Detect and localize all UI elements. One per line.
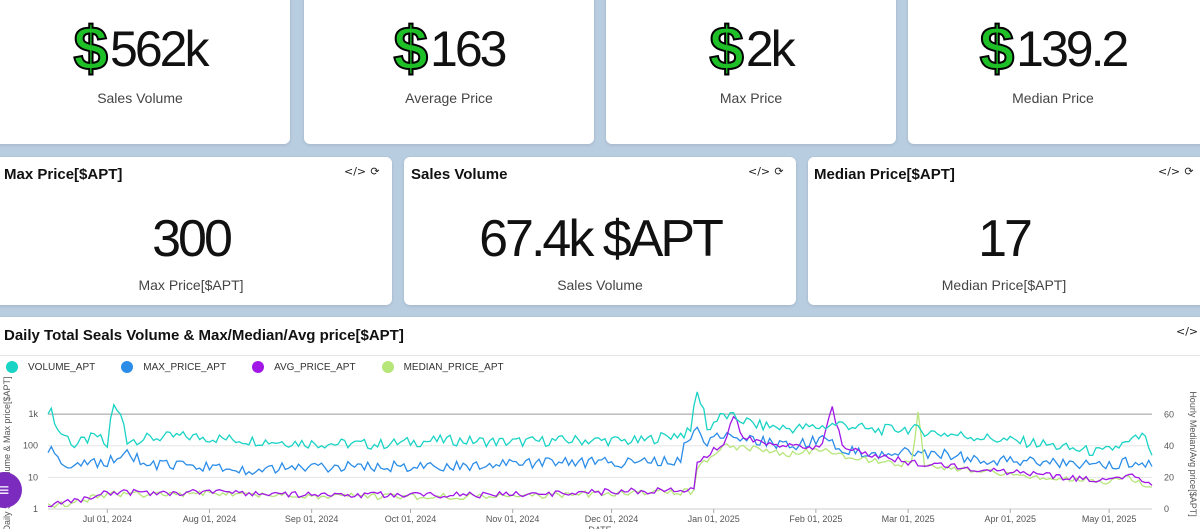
card-title: Max Price[$APT]: [4, 166, 123, 183]
legend-label: VOLUME_APT: [28, 361, 96, 373]
dollar-icon: $: [979, 14, 1016, 85]
code-icon[interactable]: </>: [748, 165, 771, 178]
kpi-number: 139.2: [1016, 21, 1129, 77]
kpi-label: Sales Volume: [97, 90, 183, 106]
y-right-axis-label: Hourly Median/Avg price[$APT]: [1188, 391, 1198, 516]
logo-icon: ≡: [0, 480, 10, 500]
kpi-number: 562k: [110, 21, 209, 77]
legend-item-median-price[interactable]: MEDIAN_PRICE_APT: [381, 361, 504, 373]
x-tick-label: Mar 01, 2025: [882, 514, 935, 524]
code-icon[interactable]: </>: [344, 165, 367, 178]
legend-dot: [121, 361, 134, 373]
kpi-card-max-price: $2k Max Price: [606, 0, 896, 144]
card-title: Median Price[$APT]: [814, 166, 955, 183]
kpi-label: Average Price: [405, 90, 493, 106]
legend-label: AVG_PRICE_APT: [274, 361, 356, 373]
card-label: Sales Volume: [557, 277, 643, 293]
card-label: Median Price[$APT]: [941, 277, 1067, 293]
kpi-card-average-price: $163 Average Price: [304, 0, 594, 144]
card-max-price-apt: Max Price[$APT] </> ⟳ 300 Max Price[$APT…: [0, 157, 392, 305]
chart-plot: 1 10 100 1k 0 20 40 60 Jul 01, 2024 Aug 01, 2024 S…: [2, 376, 1198, 529]
card-median-price-apt: Median Price[$APT] </> ⟳ 17 Median Price…: [808, 157, 1200, 305]
legend-dot: [381, 361, 394, 373]
card-value: 300: [152, 210, 233, 268]
y-left-tick-label: 1k: [28, 409, 38, 419]
card-toolbar: </> ⟳: [1158, 165, 1196, 179]
refresh-icon[interactable]: ⟳: [774, 165, 784, 178]
legend-label: MEDIAN_PRICE_APT: [403, 361, 504, 373]
card-sales-volume: Sales Volume </> ⟳ 67.4k $APT Sales Volu…: [404, 157, 796, 305]
dollar-icon: $: [73, 14, 110, 85]
kpi-value: $163: [304, 14, 594, 85]
divider: [0, 355, 1200, 356]
card-label: Max Price[$APT]: [138, 277, 244, 293]
x-tick-label: Aug 01, 2024: [183, 514, 237, 524]
x-tick-label: Jan 01, 2025: [688, 514, 740, 524]
legend-item-volume[interactable]: VOLUME_APT: [6, 361, 95, 373]
kpi-card-sales-volume: $562k Sales Volume: [0, 0, 290, 144]
legend-dot: [6, 361, 18, 373]
app-logo-button[interactable]: ≡: [0, 472, 22, 508]
x-tick-label: Dec 01, 2024: [585, 514, 639, 524]
y-right-tick-label: 20: [1164, 473, 1174, 483]
x-tick-label: Jul 01, 2024: [83, 514, 132, 524]
chart-legend: VOLUME_APT MAX_PRICE_APT AVG_PRICE_APT M…: [6, 361, 504, 373]
y-right-tick-label: 0: [1164, 504, 1169, 514]
refresh-icon[interactable]: ⟳: [370, 165, 380, 178]
kpi-label: Max Price: [719, 90, 783, 106]
series-line-max-price-apt: [47, 426, 1153, 476]
legend-item-max-price[interactable]: MAX_PRICE_APT: [121, 361, 226, 373]
x-tick-label: Sep 01, 2024: [285, 514, 339, 524]
y-left-tick-label: 100: [23, 441, 38, 451]
x-tick-label: May 01, 2025: [1082, 514, 1137, 524]
kpi-value: $2k: [606, 14, 896, 85]
y-left-axis-label: Daily Sales Volume & Max price[$APT]: [2, 376, 12, 529]
x-axis-label: DATE: [588, 525, 611, 529]
card-value: 67.4k $APT: [479, 210, 724, 268]
chart-card: Daily Total Seals Volume & Max/Median/Av…: [0, 317, 1200, 529]
kpi-value: $139.2: [908, 14, 1200, 85]
series-line-volume-apt: [47, 391, 1153, 457]
dollar-icon: $: [708, 14, 745, 85]
kpi-label: Median Price: [1012, 90, 1094, 106]
card-toolbar: </> ⟳: [748, 165, 786, 179]
series-line-avg-price-apt: [47, 406, 1153, 508]
card-title: Sales Volume: [411, 166, 508, 183]
y-right-tick-label: 40: [1164, 441, 1174, 451]
card-toolbar: </> ⟳: [344, 165, 382, 179]
x-tick-label: Apr 01, 2025: [985, 514, 1037, 524]
kpi-number: 163: [430, 21, 507, 77]
card-value: 17: [978, 210, 1033, 268]
x-tick-label: Nov 01, 2024: [486, 514, 540, 524]
code-icon[interactable]: </>: [1158, 165, 1181, 178]
legend-item-avg-price[interactable]: AVG_PRICE_APT: [252, 361, 356, 373]
x-tick-label: Oct 01, 2024: [385, 514, 437, 524]
refresh-icon[interactable]: ⟳: [1184, 165, 1194, 178]
kpi-card-median-price: $139.2 Median Price: [908, 0, 1200, 144]
legend-dot: [252, 361, 265, 373]
y-left-tick-label: 1: [33, 504, 38, 514]
chart-title: Daily Total Seals Volume & Max/Median/Av…: [4, 327, 404, 344]
y-left-tick-label: 10: [28, 472, 38, 482]
x-tick-label: Feb 01, 2025: [789, 514, 842, 524]
kpi-value: $562k: [0, 14, 290, 85]
y-right-tick-label: 60: [1164, 410, 1174, 420]
kpi-number: 2k: [745, 21, 796, 77]
dollar-icon: $: [393, 14, 430, 85]
legend-label: MAX_PRICE_APT: [143, 361, 227, 373]
